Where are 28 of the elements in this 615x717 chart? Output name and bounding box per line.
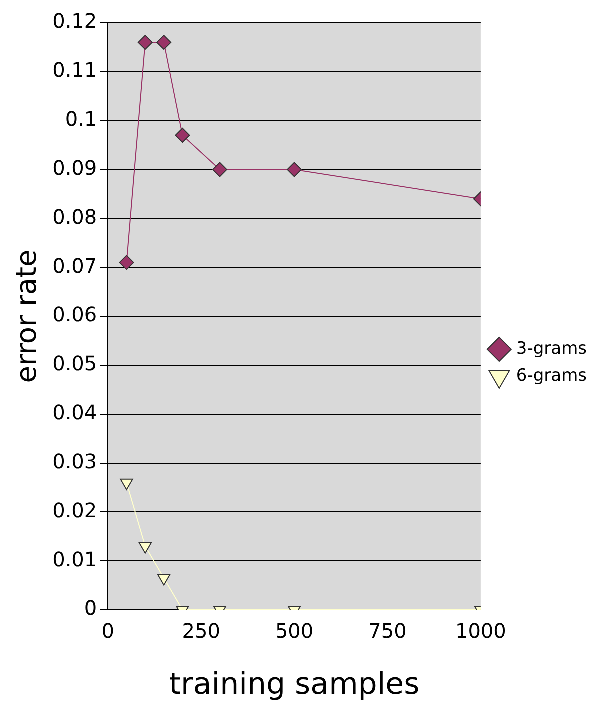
point xyxy=(156,35,172,50)
y-tick-label: 0.05 xyxy=(52,352,98,376)
y-tick-label: 0.04 xyxy=(52,400,98,425)
y-axis-title: error rate xyxy=(10,250,44,384)
y-tick-label: 0.03 xyxy=(52,449,98,474)
legend-label: 3-grams xyxy=(516,338,588,359)
x-axis-title: training samples xyxy=(169,666,420,702)
point xyxy=(175,128,190,144)
y-tick-label: 0.01 xyxy=(52,547,98,572)
y-tick-label: 0.1 xyxy=(65,107,98,132)
point xyxy=(119,255,134,270)
x-tick-label: 1000 xyxy=(455,619,506,644)
y-tick-label: 0.06 xyxy=(52,302,98,327)
legend-label: 6-grams xyxy=(516,366,588,386)
x-tick-label: 0 xyxy=(102,619,114,644)
y-tick-label: 0.07 xyxy=(52,254,98,278)
point xyxy=(212,162,228,178)
x-tick-label: 750 xyxy=(368,619,407,644)
y-tick-label: 0 xyxy=(84,596,98,620)
y-tick-label: 0.08 xyxy=(52,204,98,229)
point xyxy=(287,162,302,178)
y-tick-label: 0.09 xyxy=(52,156,98,180)
x-tick-label: 250 xyxy=(182,619,220,644)
y-tick-label: 0.12 xyxy=(52,9,98,34)
x-tick-label: 500 xyxy=(275,619,314,644)
point xyxy=(138,35,153,50)
y-tick-label: 0.02 xyxy=(52,498,98,522)
y-tick-label: 0.11 xyxy=(52,58,98,82)
